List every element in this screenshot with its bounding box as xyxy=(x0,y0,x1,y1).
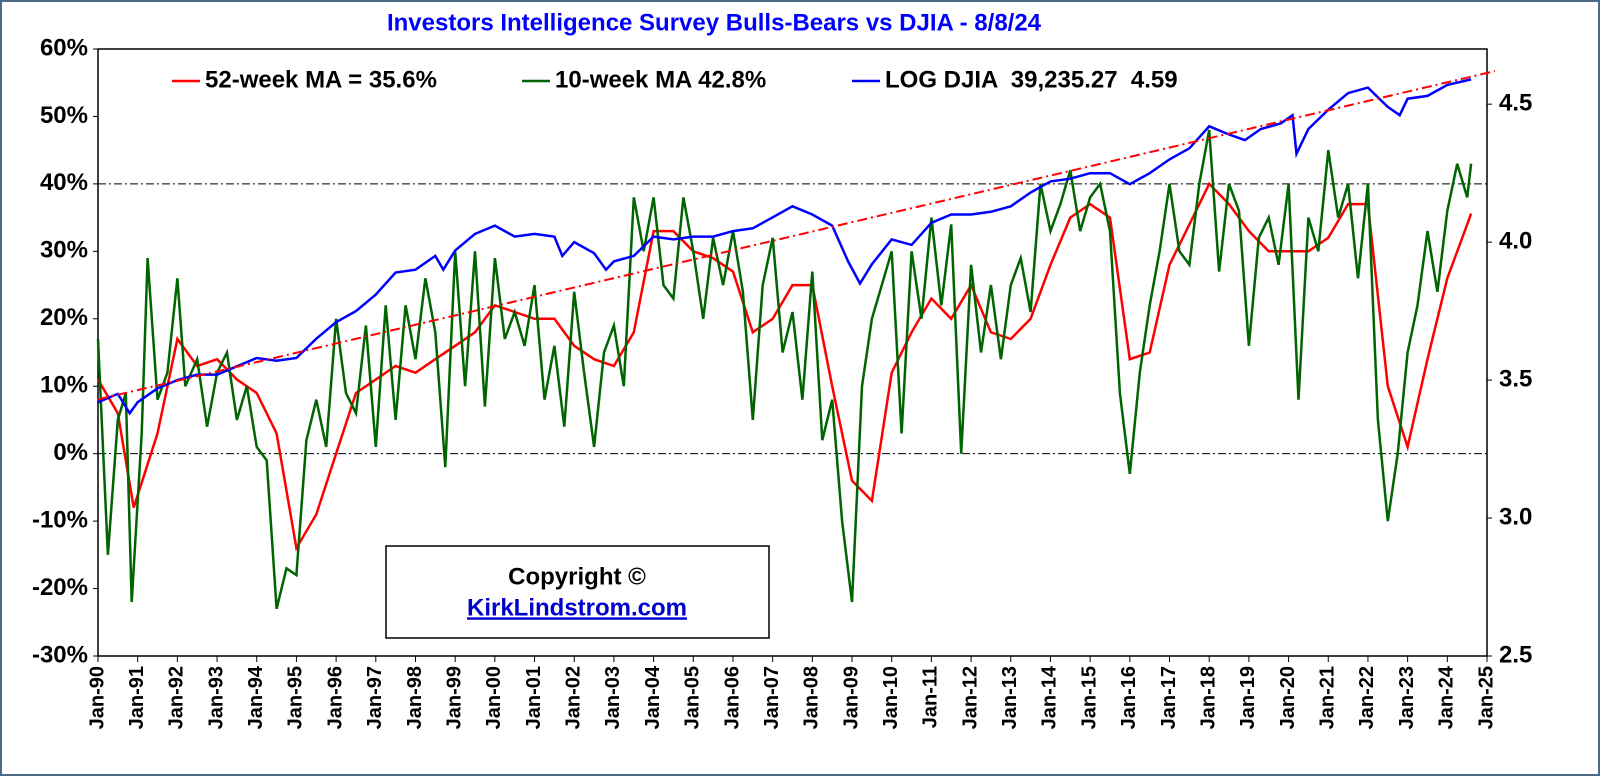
y-tick-label: 20% xyxy=(40,304,88,331)
x-tick-label: Jan-04 xyxy=(642,665,664,729)
legend-label: LOG DJIA 39,235.27 4.59 xyxy=(885,66,1178,93)
y2-tick-label: 4.0 xyxy=(1499,227,1532,254)
y-tick-label: 10% xyxy=(40,372,88,399)
x-tick-label: Jan-25 xyxy=(1475,666,1497,729)
x-tick-label: Jan-99 xyxy=(443,666,465,729)
y2-tick-label: 4.5 xyxy=(1499,90,1532,117)
x-tick-label: Jan-24 xyxy=(1436,665,1458,729)
x-tick-label: Jan-05 xyxy=(682,666,704,729)
x-tick-label: Jan-98 xyxy=(404,666,426,729)
x-tick-label: Jan-94 xyxy=(245,665,267,729)
y-tick-label: -20% xyxy=(32,574,88,601)
x-tick-label: Jan-12 xyxy=(959,666,981,729)
y-tick-label: 50% xyxy=(40,102,88,129)
x-tick-label: Jan-19 xyxy=(1237,666,1259,729)
x-tick-label: Jan-13 xyxy=(999,666,1021,729)
x-tick-label: Jan-07 xyxy=(761,666,783,729)
y-tick-label: 30% xyxy=(40,237,88,264)
legend-label: 52-week MA = 35.6% xyxy=(205,66,437,93)
x-tick-label: Jan-11 xyxy=(920,666,942,728)
x-tick-label: Jan-15 xyxy=(1078,666,1100,729)
x-tick-label: Jan-09 xyxy=(840,666,862,729)
chart-title: Investors Intelligence Survey Bulls-Bear… xyxy=(387,9,1042,36)
y-tick-label: 0% xyxy=(53,439,88,466)
series-line xyxy=(96,129,1473,610)
x-tick-label: Jan-10 xyxy=(880,666,902,729)
x-tick-label: Jan-21 xyxy=(1317,666,1339,729)
y2-tick-label: 3.5 xyxy=(1499,365,1532,392)
annotation-box xyxy=(385,545,770,639)
series-line xyxy=(97,78,1472,416)
x-tick-label: Jan-06 xyxy=(721,666,743,729)
x-tick-label: Jan-03 xyxy=(602,666,624,729)
y2-tick-label: 2.5 xyxy=(1499,641,1532,668)
x-tick-label: Jan-93 xyxy=(205,666,227,729)
x-tick-label: Jan-01 xyxy=(523,666,545,729)
x-tick-label: Jan-91 xyxy=(126,666,148,729)
x-tick-label: Jan-90 xyxy=(86,666,108,729)
x-tick-label: Jan-17 xyxy=(1158,666,1180,729)
x-tick-label: Jan-97 xyxy=(364,666,386,729)
y-tick-label: 40% xyxy=(40,169,88,196)
y-tick-label: -10% xyxy=(32,506,88,533)
annotation: Copyright © xyxy=(508,563,646,590)
legend-label: 10-week MA 42.8% xyxy=(555,66,766,93)
x-tick-label: Jan-02 xyxy=(563,666,585,729)
x-tick-label: Jan-16 xyxy=(1118,666,1140,729)
annotation-link: KirkLindstrom.com xyxy=(467,594,687,621)
y2-tick-label: 3.0 xyxy=(1499,503,1532,530)
trend-line xyxy=(97,70,1496,401)
x-tick-label: Jan-08 xyxy=(801,666,823,729)
x-tick-label: Jan-22 xyxy=(1356,666,1378,729)
x-tick-label: Jan-00 xyxy=(483,666,505,729)
y-tick-label: 60% xyxy=(40,34,88,61)
plot-area xyxy=(97,48,1488,657)
x-tick-label: Jan-23 xyxy=(1396,666,1418,729)
x-tick-label: Jan-20 xyxy=(1277,666,1299,729)
x-tick-label: Jan-96 xyxy=(324,666,346,729)
y-tick-label: -30% xyxy=(32,641,88,668)
series-line xyxy=(96,181,1473,552)
x-tick-label: Jan-14 xyxy=(1039,665,1061,729)
x-tick-label: Jan-95 xyxy=(285,666,307,729)
x-tick-label: Jan-92 xyxy=(166,666,188,729)
x-tick-label: Jan-18 xyxy=(1197,666,1219,729)
